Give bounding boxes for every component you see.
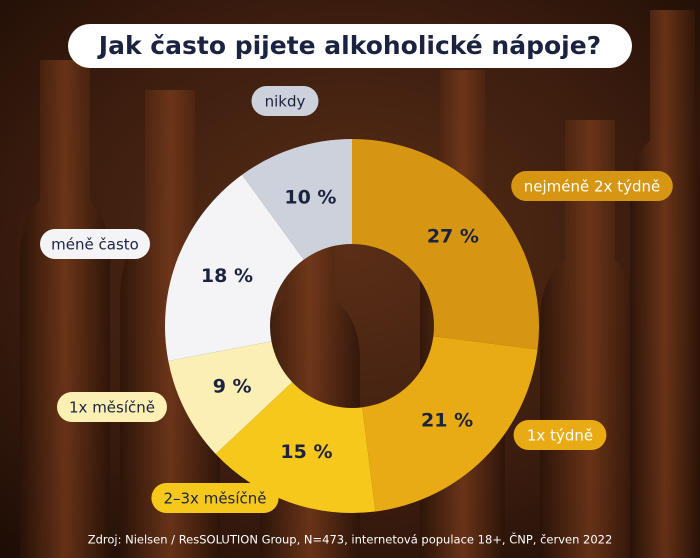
value-label: 27 % xyxy=(427,226,479,248)
value-label: 9 % xyxy=(213,376,252,398)
chart-title: Jak často pijete alkoholické nápoje? xyxy=(97,31,601,60)
value-label: 10 % xyxy=(284,187,336,209)
category-label: méně často xyxy=(51,236,139,254)
title-pill xyxy=(68,24,632,68)
donut-segment xyxy=(215,382,376,513)
category-label: nejméně 2x týdně xyxy=(524,178,660,196)
source: Zdroj: Nielsen / ResSOLUTION Group, N=47… xyxy=(88,532,613,547)
value-label: 21 % xyxy=(421,410,473,432)
category-label: 2–3x měsíčně xyxy=(163,490,266,508)
donut-segment xyxy=(168,341,293,455)
category-pill xyxy=(40,229,150,259)
donut-segment xyxy=(165,174,304,362)
value-label: 18 % xyxy=(201,265,253,287)
value-label: 15 % xyxy=(280,441,332,463)
category-label: 1x týdně xyxy=(527,427,593,445)
category-pill xyxy=(511,171,673,201)
category-pill xyxy=(57,392,167,422)
donut-segment xyxy=(352,139,539,350)
category-pill xyxy=(151,483,279,513)
category-pill xyxy=(251,86,319,116)
donut-segment xyxy=(362,336,538,512)
category-label: 1x měsíčně xyxy=(69,399,155,417)
category-label: nikdy xyxy=(265,93,306,111)
category-pill xyxy=(513,420,607,450)
donut-segment xyxy=(242,139,352,260)
donut-chart: 27 % 21 % 15 % 9 % 18 % 10 % xyxy=(165,139,539,513)
